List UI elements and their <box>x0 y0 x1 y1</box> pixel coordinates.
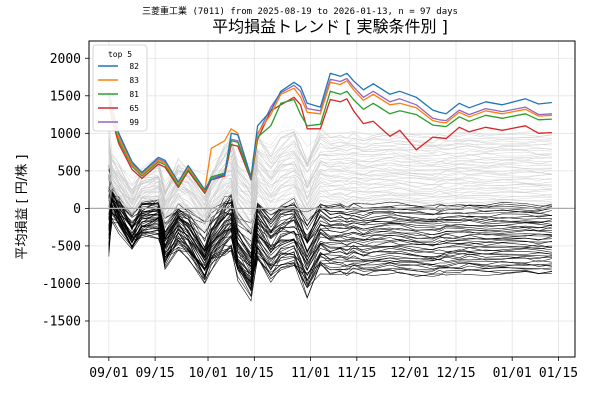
y-tick-label: 0 <box>73 202 81 217</box>
background-series-line <box>108 175 552 268</box>
x-tick-label: 11/15 <box>337 366 376 381</box>
chart-title: 平均損益トレンド [ 実験条件別 ] <box>212 17 448 36</box>
y-axis-label: 平均損益 [ 円/株 ] <box>15 155 30 260</box>
background-series-line <box>108 192 552 248</box>
background-series-line <box>108 210 552 277</box>
background-series-line <box>108 150 552 218</box>
background-series-line <box>108 177 552 233</box>
legend-label-82: 82 <box>129 62 139 71</box>
background-series-line <box>108 137 552 210</box>
background-series-line <box>108 195 552 297</box>
background-series-line <box>108 171 552 232</box>
x-tick-label: 12/01 <box>390 366 429 381</box>
y-tick-label: -1500 <box>42 314 81 329</box>
series-line-65 <box>108 96 552 195</box>
background-series-line <box>108 197 552 276</box>
background-series-line <box>108 199 552 283</box>
legend-title: top 5 <box>108 50 132 59</box>
y-tick-label: 500 <box>58 164 81 179</box>
series-line-82 <box>108 72 552 191</box>
legend-items: 82 83 81 65 99 <box>98 62 139 127</box>
background-series-line <box>108 179 552 258</box>
ticks-layer: 09/01 09/15 10/01 10/15 11/01 11/15 12/01 12/15… <box>42 52 578 381</box>
y-tick-label: 1000 <box>50 127 81 142</box>
background-series-line <box>108 149 552 207</box>
x-tick-label: 09/15 <box>136 366 175 381</box>
background-series-line <box>108 154 552 213</box>
plot-area-frame <box>88 40 576 358</box>
x-tick-label: 01/15 <box>539 366 578 381</box>
background-series-line <box>108 146 552 207</box>
background-series-line <box>108 190 552 280</box>
background-series-line <box>108 198 552 274</box>
background-series-line <box>108 167 552 226</box>
y-tick-label: 2000 <box>50 52 81 67</box>
legend-label-81: 81 <box>129 90 139 99</box>
background-series-line <box>108 165 552 233</box>
legend-label-65: 65 <box>129 104 139 113</box>
series-line-83 <box>108 80 552 192</box>
x-tick-label: 10/15 <box>235 366 274 381</box>
background-series-line <box>108 199 552 267</box>
background-series-line <box>108 176 552 224</box>
background-series-line <box>108 151 552 229</box>
legend: top 5 82 83 81 65 99 <box>92 44 148 132</box>
x-tick-label: 11/01 <box>291 366 330 381</box>
legend-label-99: 99 <box>129 118 139 127</box>
x-tick-label: 09/01 <box>89 366 128 381</box>
y-tick-label: -1000 <box>42 277 81 292</box>
series-line-81 <box>108 90 552 193</box>
background-series-line <box>108 173 552 240</box>
x-tick-label: 10/01 <box>188 366 227 381</box>
x-tick-label: 01/01 <box>493 366 532 381</box>
series-layer <box>108 72 552 195</box>
chart-subtitle: 三菱重工業 (7011) from 2025-08-19 to 2026-01-… <box>142 5 458 17</box>
background-series-line <box>108 208 552 299</box>
y-tick-label: 1500 <box>50 89 81 104</box>
background-series-line <box>108 164 552 234</box>
legend-label-83: 83 <box>129 76 139 85</box>
y-tick-label: -500 <box>50 239 81 254</box>
x-tick-label: 12/15 <box>436 366 475 381</box>
